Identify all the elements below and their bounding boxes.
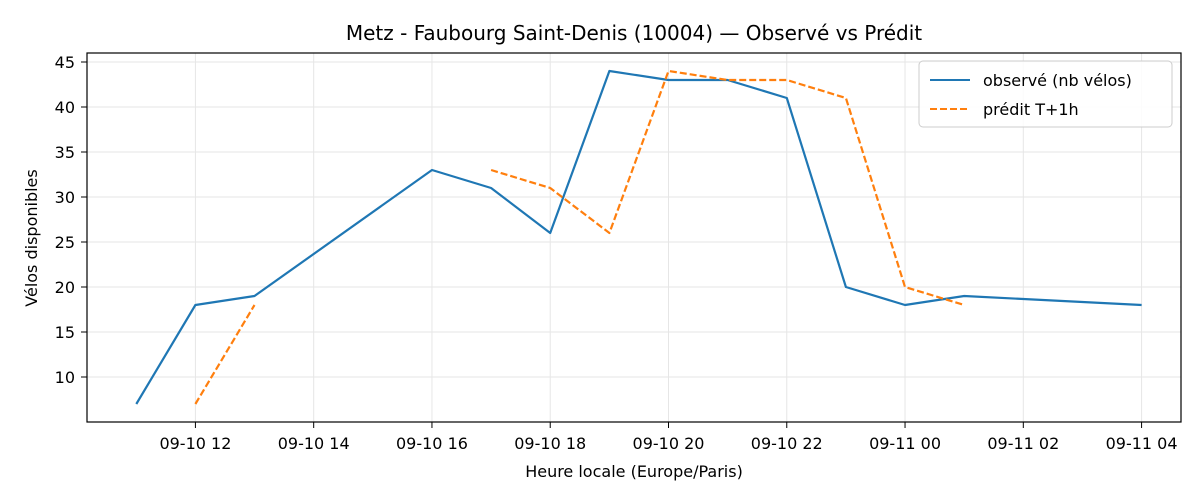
series-line-predicted: [194, 304, 256, 405]
y-tick-label: 40: [55, 98, 75, 117]
series-layer: [135, 69, 1142, 405]
x-tick-label: 09-10 22: [751, 434, 823, 453]
x-axis-label: Heure locale (Europe/Paris): [525, 462, 743, 481]
x-tick-label: 09-10 16: [396, 434, 468, 453]
x-tick-label: 09-10 18: [514, 434, 586, 453]
series-line-observed: [135, 69, 1142, 405]
chart-title: Metz - Faubourg Saint-Denis (10004) — Ob…: [346, 21, 922, 45]
y-tick-label: 20: [55, 278, 75, 297]
y-tick-label: 25: [55, 233, 75, 252]
x-tick-label: 09-11 04: [1106, 434, 1178, 453]
y-tick-label: 30: [55, 188, 75, 207]
x-tick-label: 09-11 02: [987, 434, 1059, 453]
plot-frame: [86, 52, 1182, 423]
y-axis: 10 15 20 25 30 35 40 45: [55, 53, 87, 387]
y-tick-label: 10: [55, 368, 75, 387]
legend: observé (nb vélos) prédit T+1h: [918, 60, 1173, 128]
y-tick-label: 15: [55, 323, 75, 342]
x-axis: 09-10 12 09-10 14 09-10 16 09-10 18 09-10 20…: [159, 422, 1178, 453]
x-tick-label: 09-10 20: [633, 434, 705, 453]
y-tick-label: 35: [55, 143, 75, 162]
grid-lines: [87, 53, 1181, 422]
legend-label-predicted: prédit T+1h: [983, 100, 1079, 119]
y-axis-label: Vélos disponibles: [22, 169, 41, 306]
y-tick-label: 45: [55, 53, 75, 72]
x-tick-label: 09-10 14: [278, 434, 350, 453]
legend-box: [918, 60, 1173, 128]
series-line-predicted: [490, 69, 965, 307]
x-tick-label: 09-11 00: [869, 434, 941, 453]
x-tick-label: 09-10 12: [159, 434, 231, 453]
legend-label-observed: observé (nb vélos): [983, 71, 1132, 90]
